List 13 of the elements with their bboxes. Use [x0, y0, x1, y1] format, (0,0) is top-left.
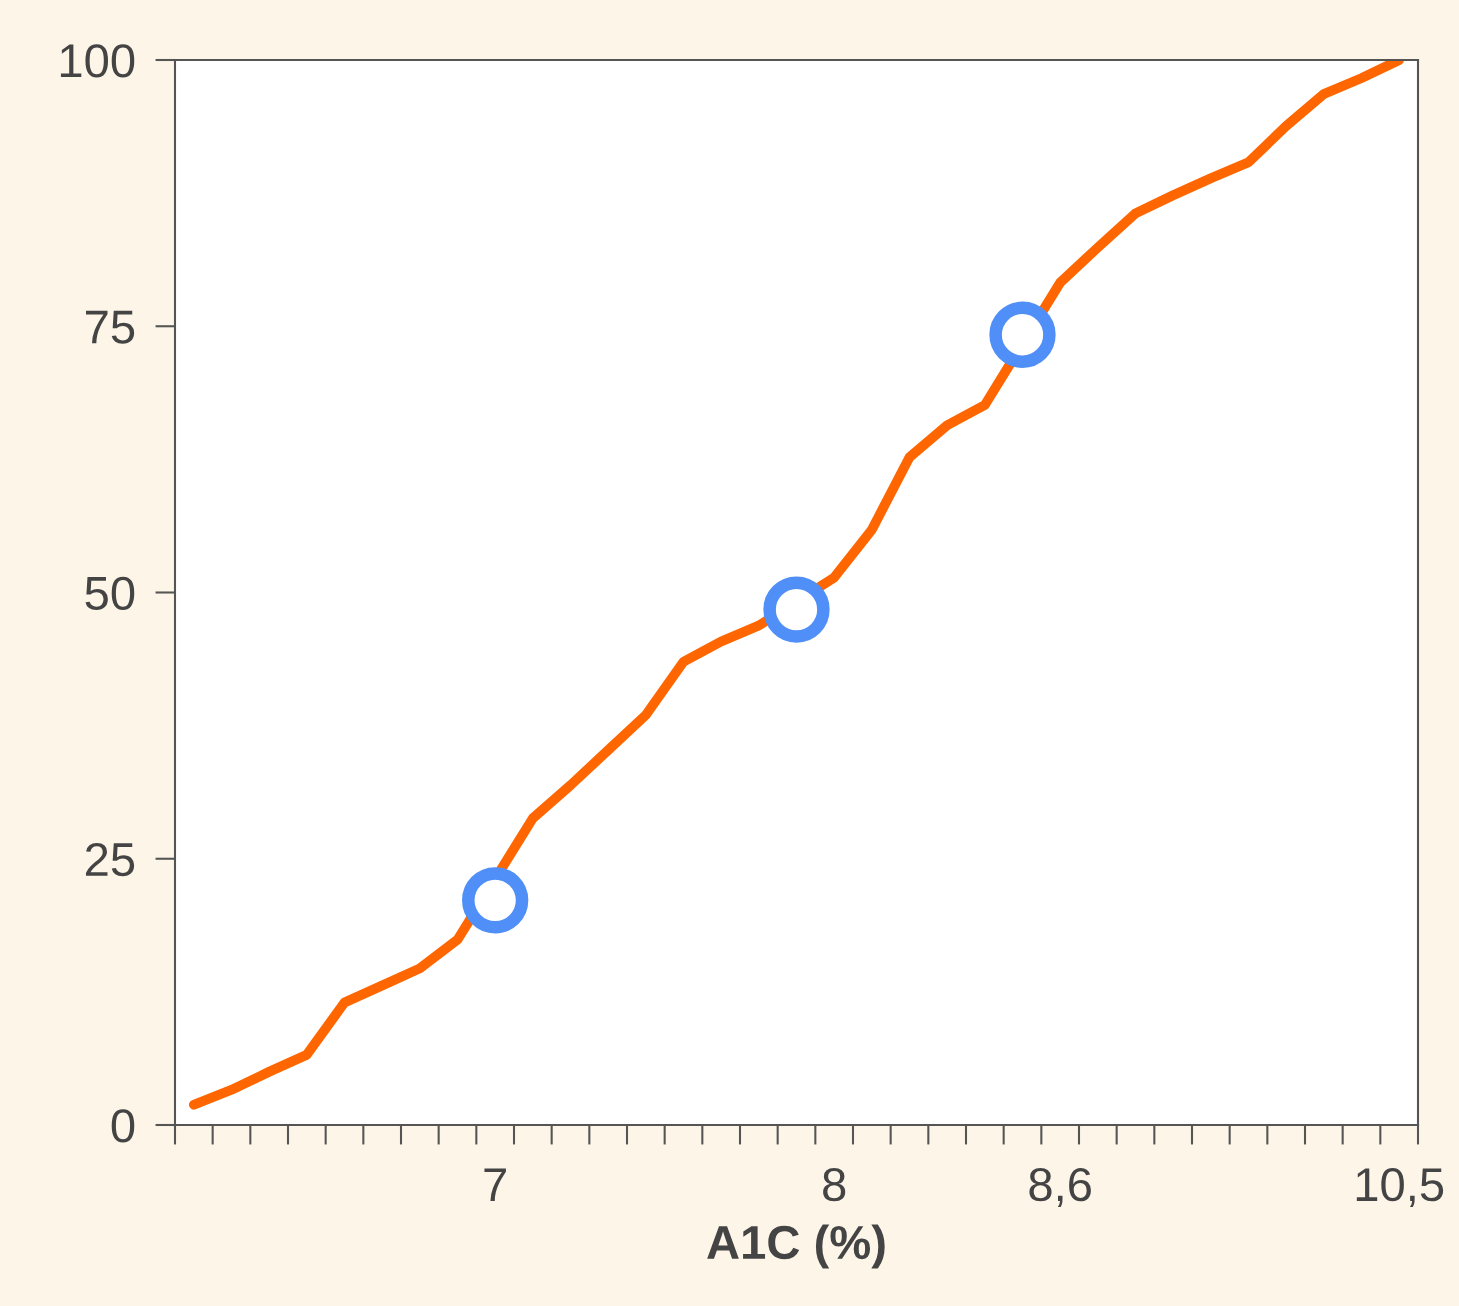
- point: [462, 867, 529, 934]
- point: [763, 576, 830, 643]
- y-tick-label: 75: [86, 310, 135, 344]
- x-tick-label: 8: [823, 1167, 846, 1202]
- x-axis-title: A1C (%): [707, 1224, 885, 1269]
- x-tick-label: 8,6: [1029, 1167, 1091, 1207]
- x-tick-label: 7: [484, 1168, 506, 1201]
- y-tick-label: 25: [85, 842, 135, 877]
- y-tick-label: 0: [111, 1109, 135, 1143]
- point: [989, 301, 1056, 368]
- y-tick-label: 100: [60, 44, 135, 78]
- y-tick-label: 50: [85, 576, 135, 611]
- x-tick-label: 10,5: [1356, 1167, 1444, 1207]
